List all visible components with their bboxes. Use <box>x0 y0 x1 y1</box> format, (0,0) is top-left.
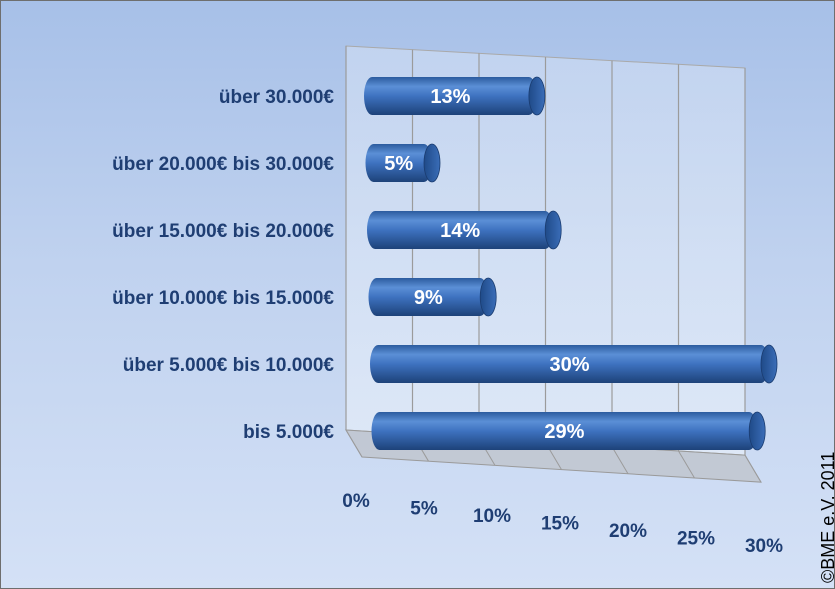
floor-gridline <box>678 450 695 479</box>
floor-gridline <box>345 429 363 458</box>
copyright-annotation: ©BME e.V. 2011 <box>818 452 834 583</box>
x-tick-label: 10% <box>473 506 511 527</box>
bar-end-cap <box>544 210 562 250</box>
category-labels: über 30.000€ über 20.000€ bis 30.000€ über… <box>112 87 334 443</box>
bar <box>364 77 537 115</box>
bar-group: 29% <box>371 411 766 451</box>
data-label: 29% <box>544 421 584 443</box>
bar <box>370 345 769 383</box>
data-label: 13% <box>430 86 470 108</box>
bar-end-cap <box>748 411 766 451</box>
bar <box>368 278 489 316</box>
bar <box>367 211 554 249</box>
category-label: über 15.000€ bis 20.000€ <box>112 221 334 242</box>
x-tick-label: 20% <box>609 521 647 542</box>
bar-group: 5% <box>365 143 441 183</box>
x-axis-tick-labels: 0% 5% 10% 15% 20% 25% 30% <box>342 491 783 557</box>
category-label: über 30.000€ <box>219 87 335 108</box>
bar-group: 9% <box>368 277 497 317</box>
bars: 13% 5% 14% 9% 30% 29% <box>364 76 778 451</box>
data-label: 9% <box>414 287 443 309</box>
bar-end-cap <box>760 344 778 384</box>
floor-gridline <box>611 446 629 475</box>
category-label: über 20.000€ bis 30.000€ <box>112 154 334 175</box>
bar-group: 30% <box>370 344 778 384</box>
bar-end-cap <box>479 277 497 317</box>
bar-end-cap <box>423 143 441 183</box>
bar <box>371 412 758 450</box>
bar-group: 14% <box>367 210 562 250</box>
category-label: über 10.000€ bis 15.000€ <box>112 288 334 309</box>
bar-group: 13% <box>364 76 546 116</box>
data-label: 5% <box>384 153 413 175</box>
category-label: über 5.000€ bis 10.000€ <box>123 355 335 376</box>
data-label: 30% <box>549 354 589 376</box>
x-tick-label: 0% <box>342 491 370 512</box>
bar-end-cap <box>528 76 546 116</box>
x-tick-label: 15% <box>541 514 579 535</box>
x-tick-label: 25% <box>677 529 715 550</box>
x-tick-label: 30% <box>745 536 783 557</box>
floor-gridline <box>744 454 762 483</box>
x-tick-label: 5% <box>410 499 438 520</box>
category-label: bis 5.000€ <box>243 422 334 443</box>
bar <box>365 144 432 182</box>
data-label: 14% <box>440 220 480 242</box>
